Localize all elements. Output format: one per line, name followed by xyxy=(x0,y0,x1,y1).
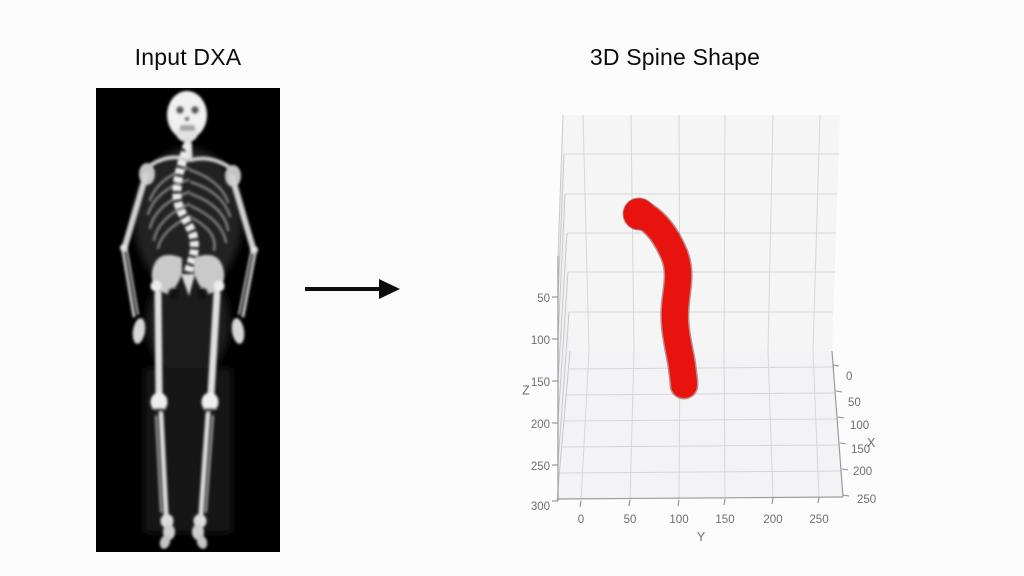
floor-grid xyxy=(559,350,843,502)
z-tick-250: 250 xyxy=(531,461,550,473)
dxa-scan-image xyxy=(96,88,280,552)
z-tick-50: 50 xyxy=(537,293,550,305)
scoliotic-spine xyxy=(172,142,199,275)
x-tick-200: 200 xyxy=(853,466,872,478)
z-tick-150: 150 xyxy=(531,377,550,389)
ribcage xyxy=(146,166,232,252)
y-axis-ticks: 0 50 100 150 200 250 Y xyxy=(578,514,829,544)
backwall-grid xyxy=(564,114,839,352)
right-arm xyxy=(229,174,258,344)
left-arm xyxy=(120,172,149,344)
flow-arrow xyxy=(302,272,402,306)
arrow-head xyxy=(379,279,400,299)
y-tick-0: 0 xyxy=(578,514,584,526)
x-tick-100: 100 xyxy=(850,420,869,432)
right-knee xyxy=(201,392,219,412)
y-axis-label: Y xyxy=(697,530,706,544)
z-axis-label: Z xyxy=(522,383,530,397)
plot-walls xyxy=(557,115,843,501)
skeleton xyxy=(120,91,258,549)
z-axis-ticks: 50 100 150 200 250 300 Z xyxy=(522,293,550,513)
arrow-svg xyxy=(305,279,400,299)
dxa-skeleton-svg xyxy=(96,88,280,552)
y-tick-50: 50 xyxy=(624,514,637,526)
z-tick-300: 300 xyxy=(531,501,550,513)
x-tick-50: 50 xyxy=(848,397,861,409)
z-tick-200: 200 xyxy=(531,419,550,431)
plot3d-svg: 50 100 150 200 250 300 Z 0 50 100 150 20… xyxy=(522,114,876,544)
z-tick-100: 100 xyxy=(531,335,550,347)
pelvis xyxy=(150,255,225,299)
x-tick-150: 150 xyxy=(851,444,870,456)
x-axis-label: X xyxy=(867,436,876,450)
legs xyxy=(150,290,221,517)
y-tick-150: 150 xyxy=(715,514,734,526)
feet xyxy=(159,514,208,549)
spine-3d-plot: 50 100 150 200 250 300 Z 0 50 100 150 20… xyxy=(510,103,880,548)
x-axis-ticks: 0 50 100 150 200 250 X xyxy=(846,371,876,506)
input-dxa-title: Input DXA xyxy=(134,44,242,70)
3d-spine-shape-title: 3D Spine Shape xyxy=(589,44,761,70)
x-tick-0: 0 xyxy=(846,371,852,383)
y-tick-100: 100 xyxy=(669,514,688,526)
tick-marks xyxy=(552,296,850,508)
spine-3d-shape xyxy=(622,197,699,400)
x-tick-250: 250 xyxy=(857,494,876,506)
left-knee xyxy=(150,392,168,412)
y-tick-200: 200 xyxy=(763,514,782,526)
leftwall-grid xyxy=(556,114,571,502)
y-tick-250: 250 xyxy=(809,514,828,526)
skull xyxy=(167,91,207,142)
